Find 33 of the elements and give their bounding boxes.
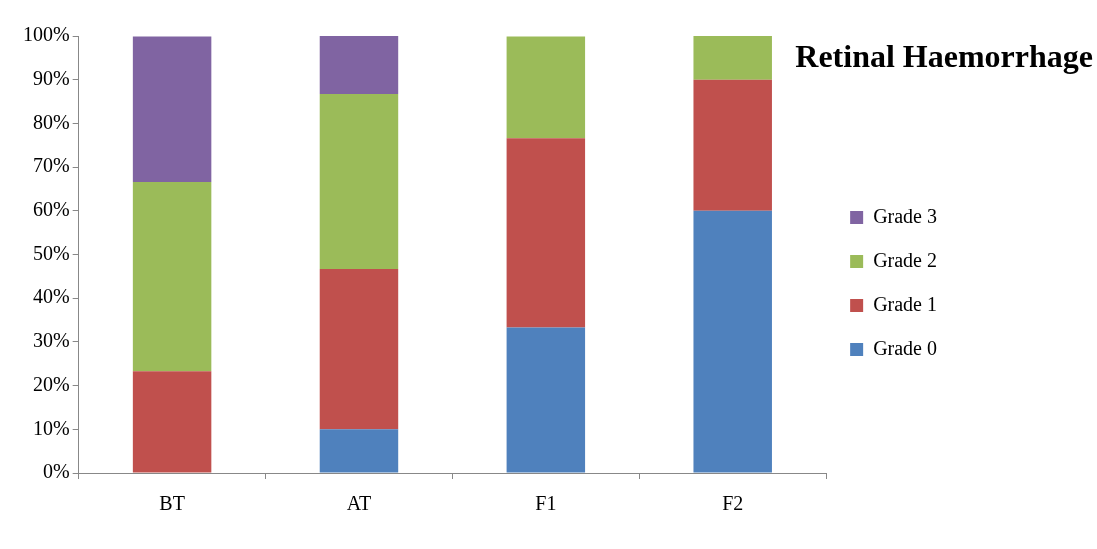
y-tick-label: 100% <box>22 23 70 46</box>
bar <box>319 36 399 95</box>
bar <box>319 94 399 269</box>
bar <box>506 327 586 473</box>
bar <box>506 138 586 328</box>
bar <box>319 429 399 473</box>
bar <box>132 36 212 182</box>
x-tick-label: F1 <box>535 492 557 515</box>
y-tick-label: 50% <box>32 241 70 264</box>
bar <box>693 210 772 473</box>
bar <box>132 181 212 372</box>
y-tick-label: 20% <box>32 372 70 395</box>
y-tick-label: 40% <box>32 285 70 308</box>
y-tick-label: 80% <box>32 110 70 133</box>
legend-label: Grade 2 <box>873 248 937 271</box>
legend-label: Grade 0 <box>873 336 937 359</box>
bar <box>319 268 399 430</box>
y-tick-label: 10% <box>32 416 70 439</box>
y-tick-label: 0% <box>42 460 70 483</box>
y-tick-label: 30% <box>32 329 70 352</box>
x-tick-label: F2 <box>722 492 744 515</box>
bar <box>693 36 772 80</box>
bar <box>693 79 772 211</box>
y-tick-label: 60% <box>32 198 70 221</box>
x-tick-label: AT <box>346 492 372 515</box>
x-tick-label: BT <box>159 492 185 515</box>
y-tick-label: 70% <box>32 154 70 177</box>
legend-label: Grade 3 <box>873 204 937 227</box>
legend-label: Grade 1 <box>873 292 937 315</box>
bar <box>132 371 212 473</box>
text: Retinal Haemorrhage <box>795 38 1093 75</box>
y-tick-label: 90% <box>32 66 70 89</box>
bar <box>506 36 586 139</box>
